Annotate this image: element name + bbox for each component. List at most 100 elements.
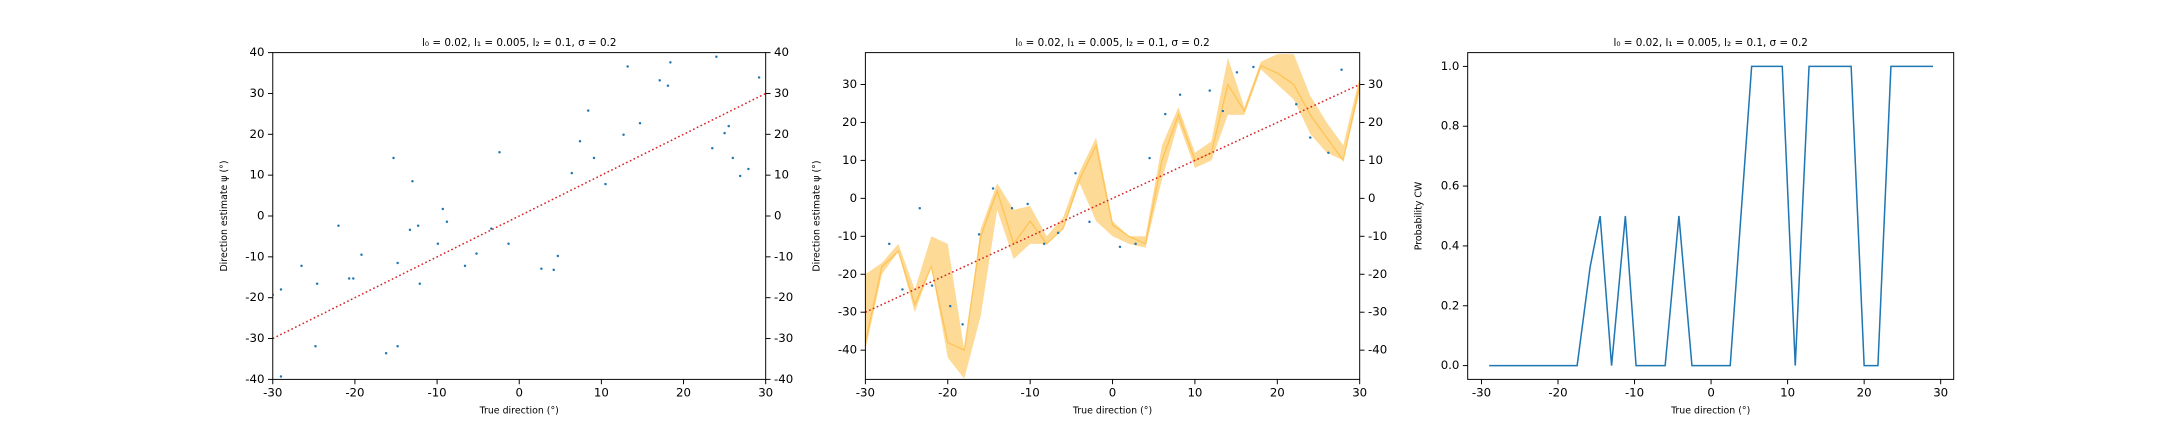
y-tick-label: 0.8 [1441, 119, 1460, 133]
y-tick-label: 40 [250, 45, 265, 59]
point [747, 167, 750, 171]
y-axis-label: Direction estimate ψ (°) [219, 160, 230, 271]
reference-line [865, 83, 1360, 313]
y-tick-label: 0 [257, 209, 264, 223]
point [1164, 112, 1167, 116]
point [930, 284, 934, 287]
point [337, 224, 340, 228]
point [540, 267, 543, 270]
point [360, 253, 363, 257]
y-tick-label: -20 [838, 267, 857, 281]
y2-tick-label: 40 [774, 45, 789, 59]
x-tick-label: 20 [676, 386, 691, 400]
y2-tick-label: -20 [1368, 267, 1387, 281]
point [279, 375, 283, 378]
point [279, 288, 283, 291]
x-tick-label: 0 [515, 386, 522, 400]
point [1340, 68, 1343, 71]
x-tick-label: -20 [345, 386, 364, 400]
x-tick-label: 20 [1270, 386, 1285, 400]
point [1235, 71, 1239, 74]
y-tick-label: -10 [245, 249, 264, 263]
y2-tick-label: 20 [1368, 115, 1383, 129]
y2-tick-label: 20 [774, 127, 789, 141]
y-tick-label: 0 [850, 191, 857, 205]
point [570, 171, 574, 175]
plot-area [1489, 65, 1934, 367]
axes-frame [1467, 52, 1955, 380]
x-tick-label: 10 [1187, 386, 1202, 400]
point [715, 55, 718, 58]
y-tick-label: 30 [250, 86, 265, 100]
panel: l₀ = 0.02, l₁ = 0.005, l₂ = 0.1, σ = 0.2… [219, 37, 793, 417]
line [1489, 65, 1934, 367]
point [441, 207, 445, 211]
panel: l₀ = 0.02, l₁ = 0.005, l₂ = 0.1, σ = 0.2… [811, 37, 1387, 417]
point [384, 351, 388, 355]
point [669, 61, 672, 64]
point [592, 156, 596, 160]
y-tick-label: -10 [838, 229, 857, 243]
y-tick-label: 0.0 [1441, 358, 1460, 372]
point [604, 182, 607, 186]
x-axis-label: True direction (°) [1072, 406, 1152, 417]
y2-tick-label: 30 [774, 86, 789, 100]
axes-frame [272, 52, 767, 380]
y2-tick-label: -40 [1368, 343, 1387, 357]
y-tick-label: 30 [842, 77, 857, 91]
point [1134, 242, 1137, 246]
x-tick-label: -20 [938, 386, 957, 400]
point [666, 84, 670, 87]
point [408, 228, 412, 232]
y2-tick-label: 10 [1368, 153, 1383, 167]
point [918, 206, 922, 210]
y-tick-label: -30 [838, 305, 857, 319]
y-tick-label: 20 [842, 115, 857, 129]
point [498, 151, 501, 154]
x-axis-label: True direction (°) [479, 406, 559, 417]
y-tick-label: 10 [250, 168, 265, 182]
plot-area [272, 55, 766, 378]
point [1118, 245, 1122, 249]
point [901, 288, 904, 291]
band-line [865, 64, 1360, 352]
y2-tick-label: 0 [774, 209, 781, 223]
point [1148, 156, 1151, 160]
point [961, 323, 964, 326]
point [552, 268, 555, 272]
y-tick-label: 0.2 [1441, 298, 1460, 312]
point [1010, 206, 1014, 210]
y-axis-label: Direction estimate ψ (°) [811, 160, 822, 271]
point [626, 65, 629, 68]
point [1295, 102, 1298, 106]
point [300, 264, 303, 268]
point [727, 124, 730, 128]
x-tick-label: -30 [263, 386, 282, 400]
point [638, 122, 642, 125]
point [888, 242, 891, 246]
point [991, 187, 995, 190]
y-tick-label: -30 [245, 331, 264, 345]
y2-tick-label: -30 [1368, 305, 1387, 319]
x-tick-label: -10 [427, 386, 446, 400]
point [1042, 242, 1046, 246]
x-tick-label: -20 [1548, 386, 1567, 400]
point [347, 277, 351, 280]
x-axis-label: True direction (°) [1670, 406, 1750, 417]
point [1327, 151, 1330, 155]
x-tick-label: 30 [1352, 386, 1367, 400]
y2-tick-label: -10 [1368, 229, 1387, 243]
point [586, 109, 590, 112]
point [711, 146, 714, 150]
point [578, 140, 582, 143]
point [1208, 89, 1211, 92]
point [392, 156, 395, 160]
point [490, 227, 493, 230]
panel-title: l₀ = 0.02, l₁ = 0.005, l₂ = 0.1, σ = 0.2 [1613, 37, 1807, 49]
point [315, 282, 319, 286]
point [723, 131, 726, 135]
point [396, 261, 399, 265]
y2-tick-label: -30 [774, 331, 793, 345]
point [1309, 136, 1312, 139]
